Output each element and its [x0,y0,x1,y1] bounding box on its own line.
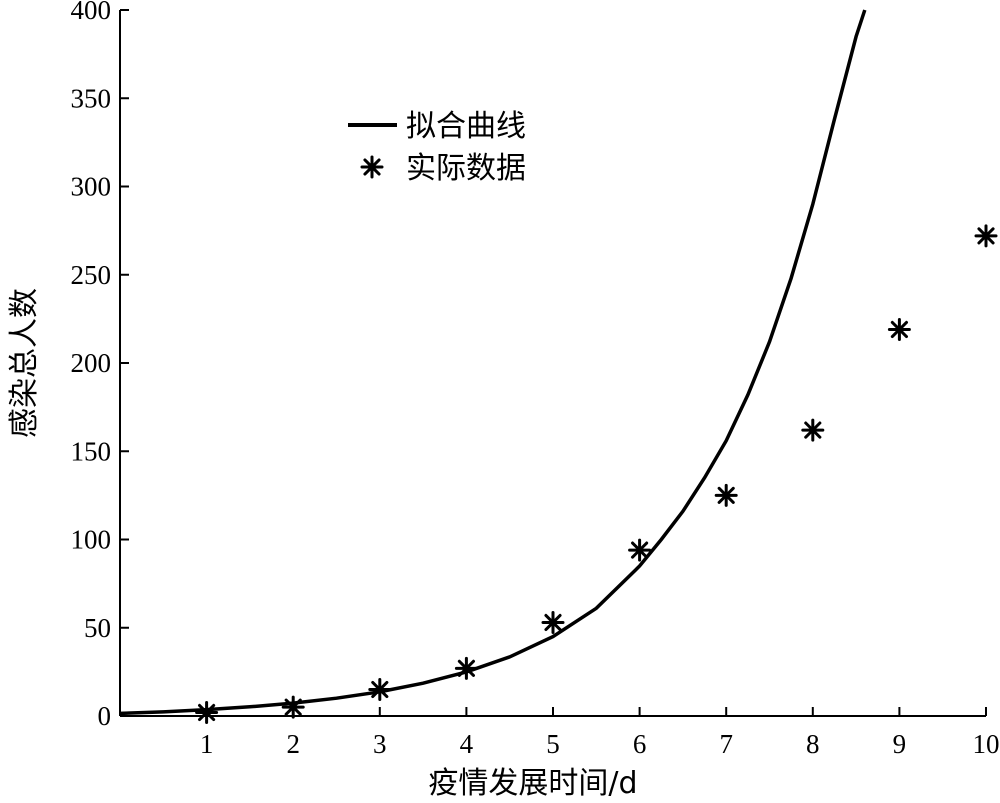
y-tick-label: 350 [71,83,112,113]
legend-item-actual-data: 实际数据 [406,151,526,186]
asterisk-stroke [371,680,389,699]
asterisk-stroke [284,698,302,716]
data-point-marker [368,678,392,702]
x-tick-label: 8 [806,729,820,759]
legend-asterisk [360,155,384,179]
asterisk-stroke [890,320,908,339]
data-point-marker [974,224,998,248]
y-tick-label: 300 [71,172,112,202]
x-tick-label: 7 [719,729,733,759]
asterisk-stroke [977,227,995,245]
legend-item-fit-curve: 拟合曲线 [406,109,526,144]
asterisk-stroke [198,703,216,722]
plot-area [119,9,998,724]
y-tick-label: 0 [98,701,112,731]
data-point-marker [801,418,825,442]
asterisk-stroke [631,541,649,559]
y-tick-label: 100 [71,525,112,555]
data-point-marker [628,538,652,562]
data-point-marker [195,700,219,724]
x-tick-label: 2 [286,729,300,759]
legend: 拟合曲线 实际数据 [348,109,526,186]
x-tick-label: 4 [460,729,474,759]
asterisk-stroke [544,613,562,632]
data-point-marker [714,483,738,507]
data-point-marker [541,610,565,634]
asterisk-stroke [804,421,822,439]
legend-asterisk-swatch [360,155,384,179]
x-tick-label: 5 [546,729,560,759]
x-tick-label: 3 [373,729,387,759]
y-tick-label: 150 [71,436,112,466]
asterisk-stroke [363,158,381,176]
x-tick-label: 10 [973,729,1000,759]
asterisk-stroke [457,659,475,677]
y-tick-label: 200 [71,348,112,378]
asterisk-stroke [717,486,735,504]
y-axis-title: 感染总人数 [7,288,42,438]
x-tick-label: 6 [633,729,647,759]
y-tick-label: 50 [84,613,111,643]
data-point-marker [887,317,911,341]
y-tick-label: 400 [71,0,112,25]
x-tick-label: 1 [200,729,214,759]
data-point-marker [454,656,478,680]
x-axis-title: 疫情发展时间/d [428,766,637,801]
fit-curve-line [119,9,867,716]
y-tick-label: 250 [71,260,112,290]
x-tick-label: 9 [893,729,907,759]
data-point-marker [281,695,305,719]
